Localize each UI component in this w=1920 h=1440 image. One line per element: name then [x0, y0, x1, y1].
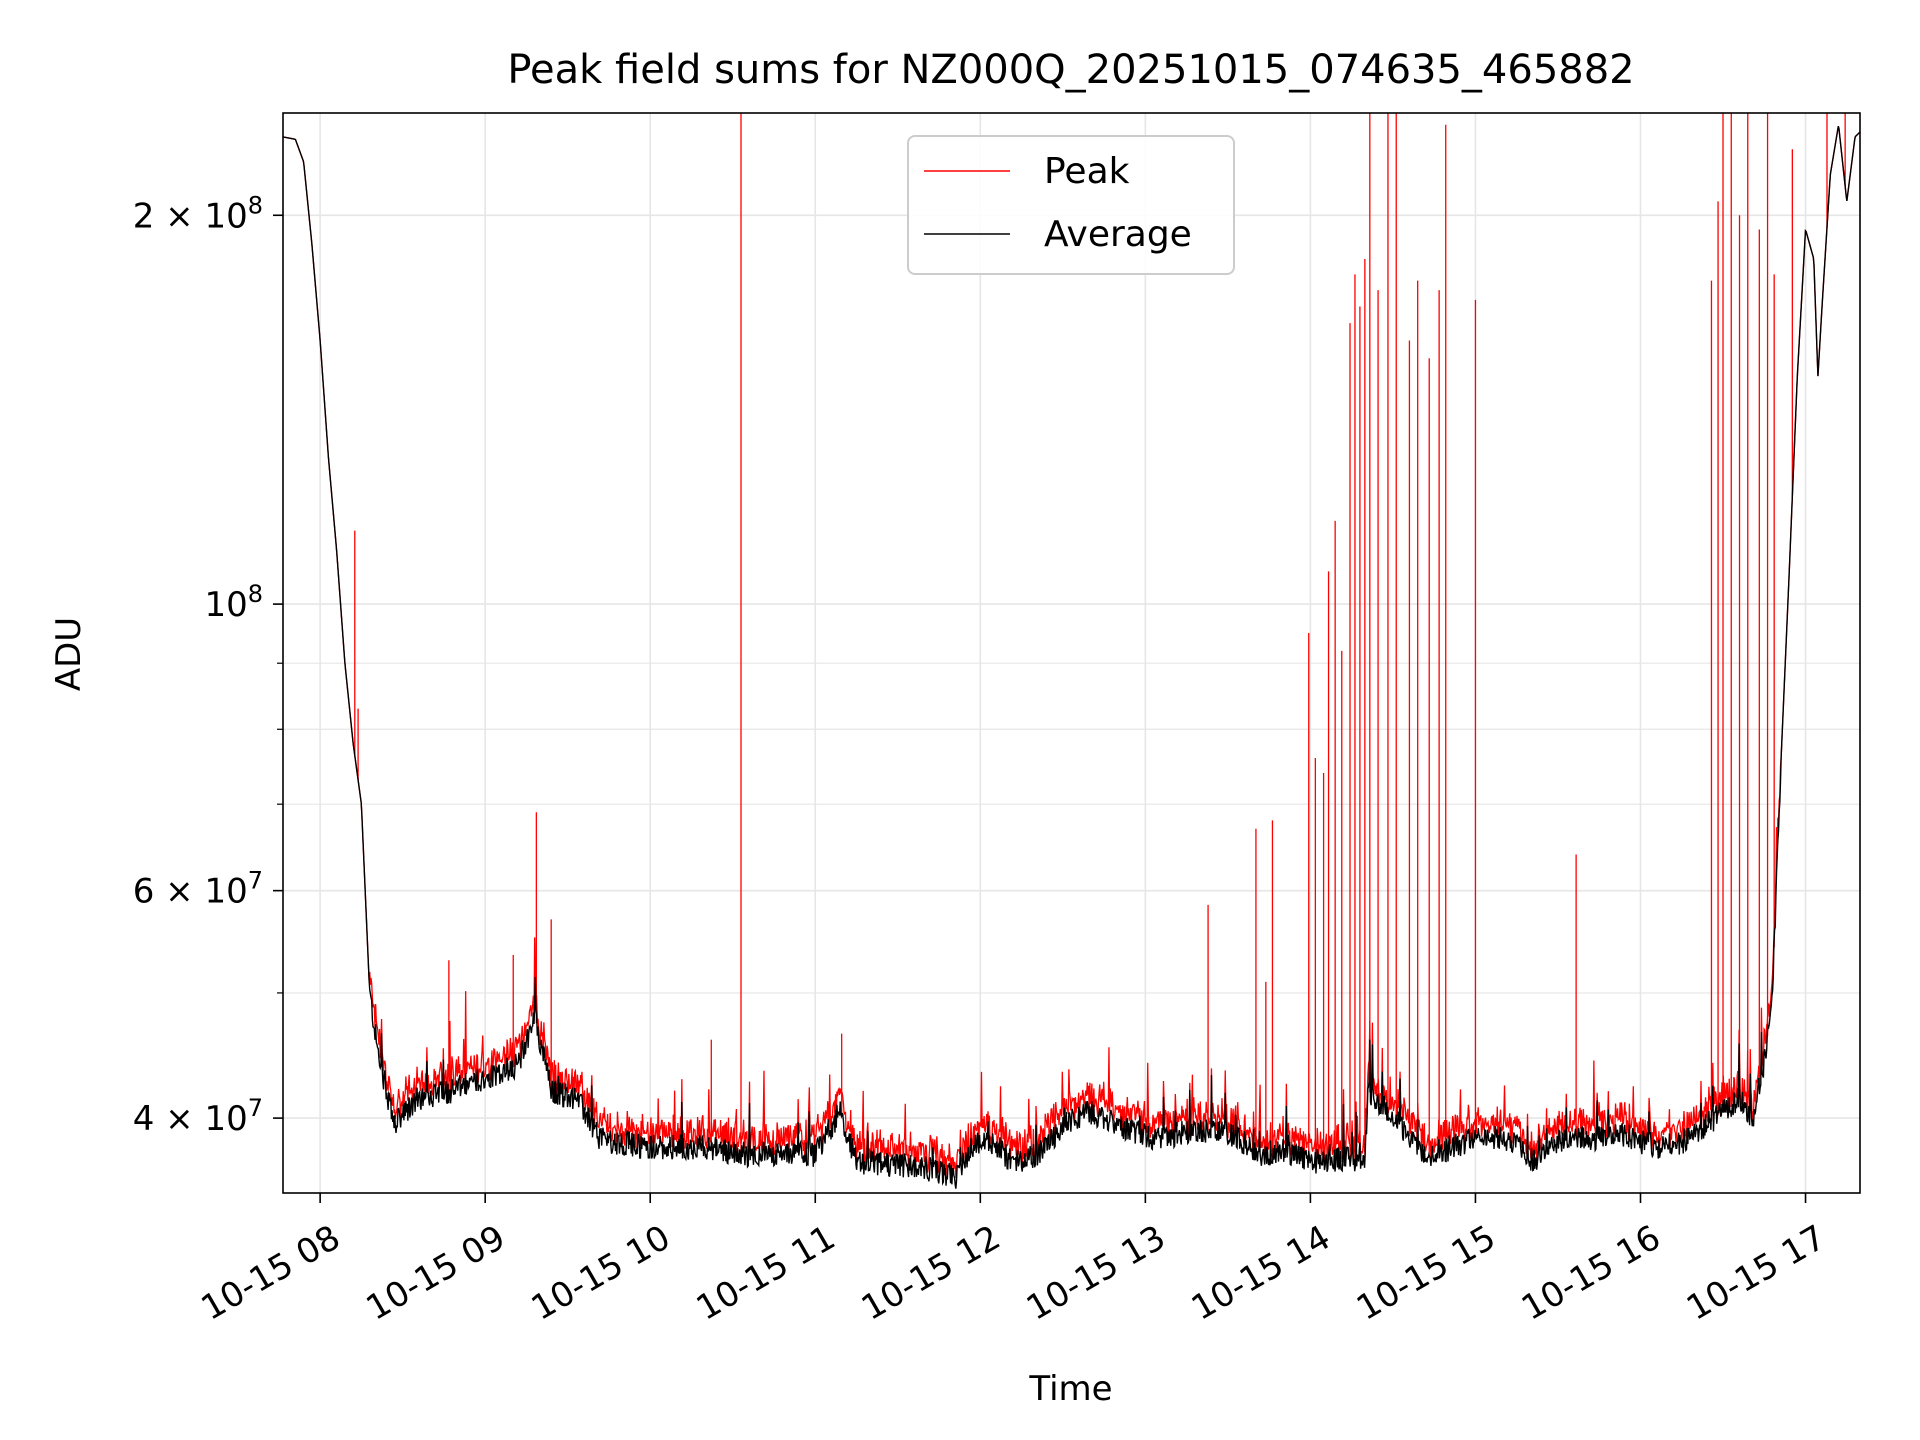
- x-tick-label: 10-15 10: [525, 1218, 677, 1329]
- x-tick-label: 10-15 11: [690, 1218, 842, 1329]
- y-tick-label: 108: [204, 580, 263, 625]
- x-tick-label: 10-15 13: [1020, 1218, 1172, 1329]
- y-tick-label: 2 × 108: [133, 191, 263, 236]
- y-axis-label: ADU: [49, 617, 89, 691]
- x-tick-label: 10-15 09: [360, 1218, 512, 1329]
- series-peak-line: [282, 126, 1861, 1180]
- y-tick-label: 4 × 107: [133, 1094, 263, 1139]
- axes: 10-15 08 10-15 09 10-15 10 10-15 11 10-15 12…: [133, 191, 1833, 1328]
- legend: Peak Average: [907, 135, 1235, 275]
- series-average-line: [282, 126, 1861, 1189]
- legend-label-peak: Peak: [1044, 151, 1130, 192]
- x-tick-label: 10-15 08: [195, 1218, 347, 1329]
- x-tick-label: 10-15 14: [1185, 1218, 1337, 1329]
- y-tick-label: 6 × 107: [133, 867, 263, 912]
- plot-frame: [282, 112, 1861, 1194]
- x-tick-label: 10-15 15: [1350, 1218, 1502, 1329]
- x-tick-label: 10-15 17: [1680, 1218, 1832, 1329]
- x-axis-label: Time: [1028, 1369, 1112, 1409]
- series-layer: [282, 113, 1861, 1189]
- chart-title: Peak field sums for NZ000Q_20251015_0746…: [507, 47, 1634, 93]
- x-tick-label: 10-15 12: [855, 1218, 1007, 1329]
- legend-label-average: Average: [1044, 214, 1192, 255]
- x-tick-label: 10-15 16: [1515, 1218, 1667, 1329]
